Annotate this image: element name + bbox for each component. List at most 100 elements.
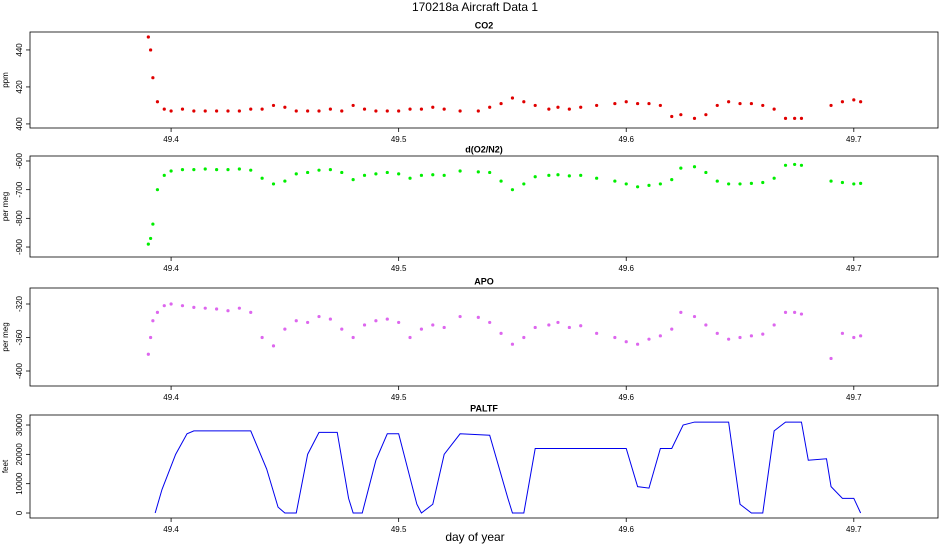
x-tick-label: 49.6 (618, 135, 634, 144)
y-tick-label: -800 (15, 210, 24, 227)
point (522, 182, 526, 186)
panel-title: PALTF (470, 403, 498, 413)
point (249, 107, 253, 111)
point (595, 331, 599, 335)
point (670, 178, 674, 182)
point (727, 337, 731, 341)
point (442, 173, 446, 177)
page-title: 170218a Aircraft Data 1 (412, 0, 538, 14)
point (328, 107, 332, 111)
x-tick-label: 49.5 (391, 264, 407, 273)
point (351, 335, 355, 340)
point (738, 101, 742, 106)
point (351, 178, 355, 182)
point (215, 167, 219, 172)
point (397, 320, 401, 325)
panel-title: CO2 (475, 20, 494, 30)
point (670, 114, 674, 119)
point (340, 327, 344, 331)
y-tick-label: -320 (15, 295, 24, 312)
point (510, 342, 515, 346)
point (431, 173, 435, 177)
y-tick-label: -360 (15, 329, 24, 346)
point (579, 324, 583, 328)
point (237, 109, 241, 113)
y-axis-label: per meg (1, 192, 10, 221)
point (419, 327, 424, 331)
point (624, 340, 628, 344)
point (203, 109, 207, 113)
point (328, 167, 332, 172)
point (306, 109, 310, 113)
point (351, 103, 355, 108)
y-tick-label: 20000 (15, 443, 24, 466)
point (547, 173, 551, 177)
x-tick-label: 49.7 (846, 264, 862, 273)
point (180, 107, 185, 111)
point (458, 169, 462, 173)
y-tick-label: -700 (15, 181, 24, 198)
point (772, 323, 776, 327)
point (362, 107, 367, 111)
point (636, 185, 640, 189)
point (237, 306, 241, 310)
point (783, 116, 788, 120)
point (169, 169, 173, 173)
point (636, 101, 640, 106)
point (715, 179, 719, 183)
point (704, 323, 708, 327)
x-tick-label: 49.6 (618, 393, 634, 402)
x-tick-label: 49.4 (163, 135, 179, 144)
point (852, 335, 856, 340)
point (783, 163, 788, 167)
point (149, 335, 153, 340)
point (476, 170, 480, 174)
y-tick-label: -600 (15, 152, 24, 169)
point (271, 182, 276, 186)
point (829, 179, 833, 183)
point (203, 306, 207, 310)
point (761, 180, 765, 185)
point (772, 176, 776, 180)
point (829, 356, 833, 361)
point (852, 98, 856, 102)
point (294, 319, 298, 323)
point (408, 107, 412, 111)
point (738, 335, 742, 340)
point (556, 320, 560, 325)
point (840, 331, 845, 335)
point (522, 100, 526, 104)
point (533, 175, 537, 179)
point (362, 173, 367, 177)
point (840, 100, 845, 104)
plot-frame (29, 287, 939, 387)
point (647, 101, 651, 106)
point (647, 183, 651, 187)
point (169, 109, 173, 113)
point (793, 310, 797, 314)
point (595, 103, 599, 108)
point (226, 167, 230, 172)
point (192, 305, 196, 309)
x-tick-label: 49.6 (618, 264, 634, 273)
point (761, 332, 765, 336)
point (260, 176, 264, 180)
point (458, 109, 462, 113)
point (859, 181, 863, 185)
point (260, 107, 264, 111)
point (547, 107, 551, 111)
x-axis-label: day of year (445, 530, 504, 544)
point (556, 173, 560, 177)
point (799, 116, 804, 120)
y-tick-label: 0 (15, 510, 24, 515)
point (476, 315, 480, 319)
point (670, 327, 674, 331)
point (658, 182, 662, 186)
point (624, 100, 628, 104)
point (419, 107, 424, 111)
point (294, 109, 298, 113)
point (419, 173, 424, 177)
point (749, 101, 753, 106)
point (374, 109, 378, 113)
point (658, 103, 662, 108)
